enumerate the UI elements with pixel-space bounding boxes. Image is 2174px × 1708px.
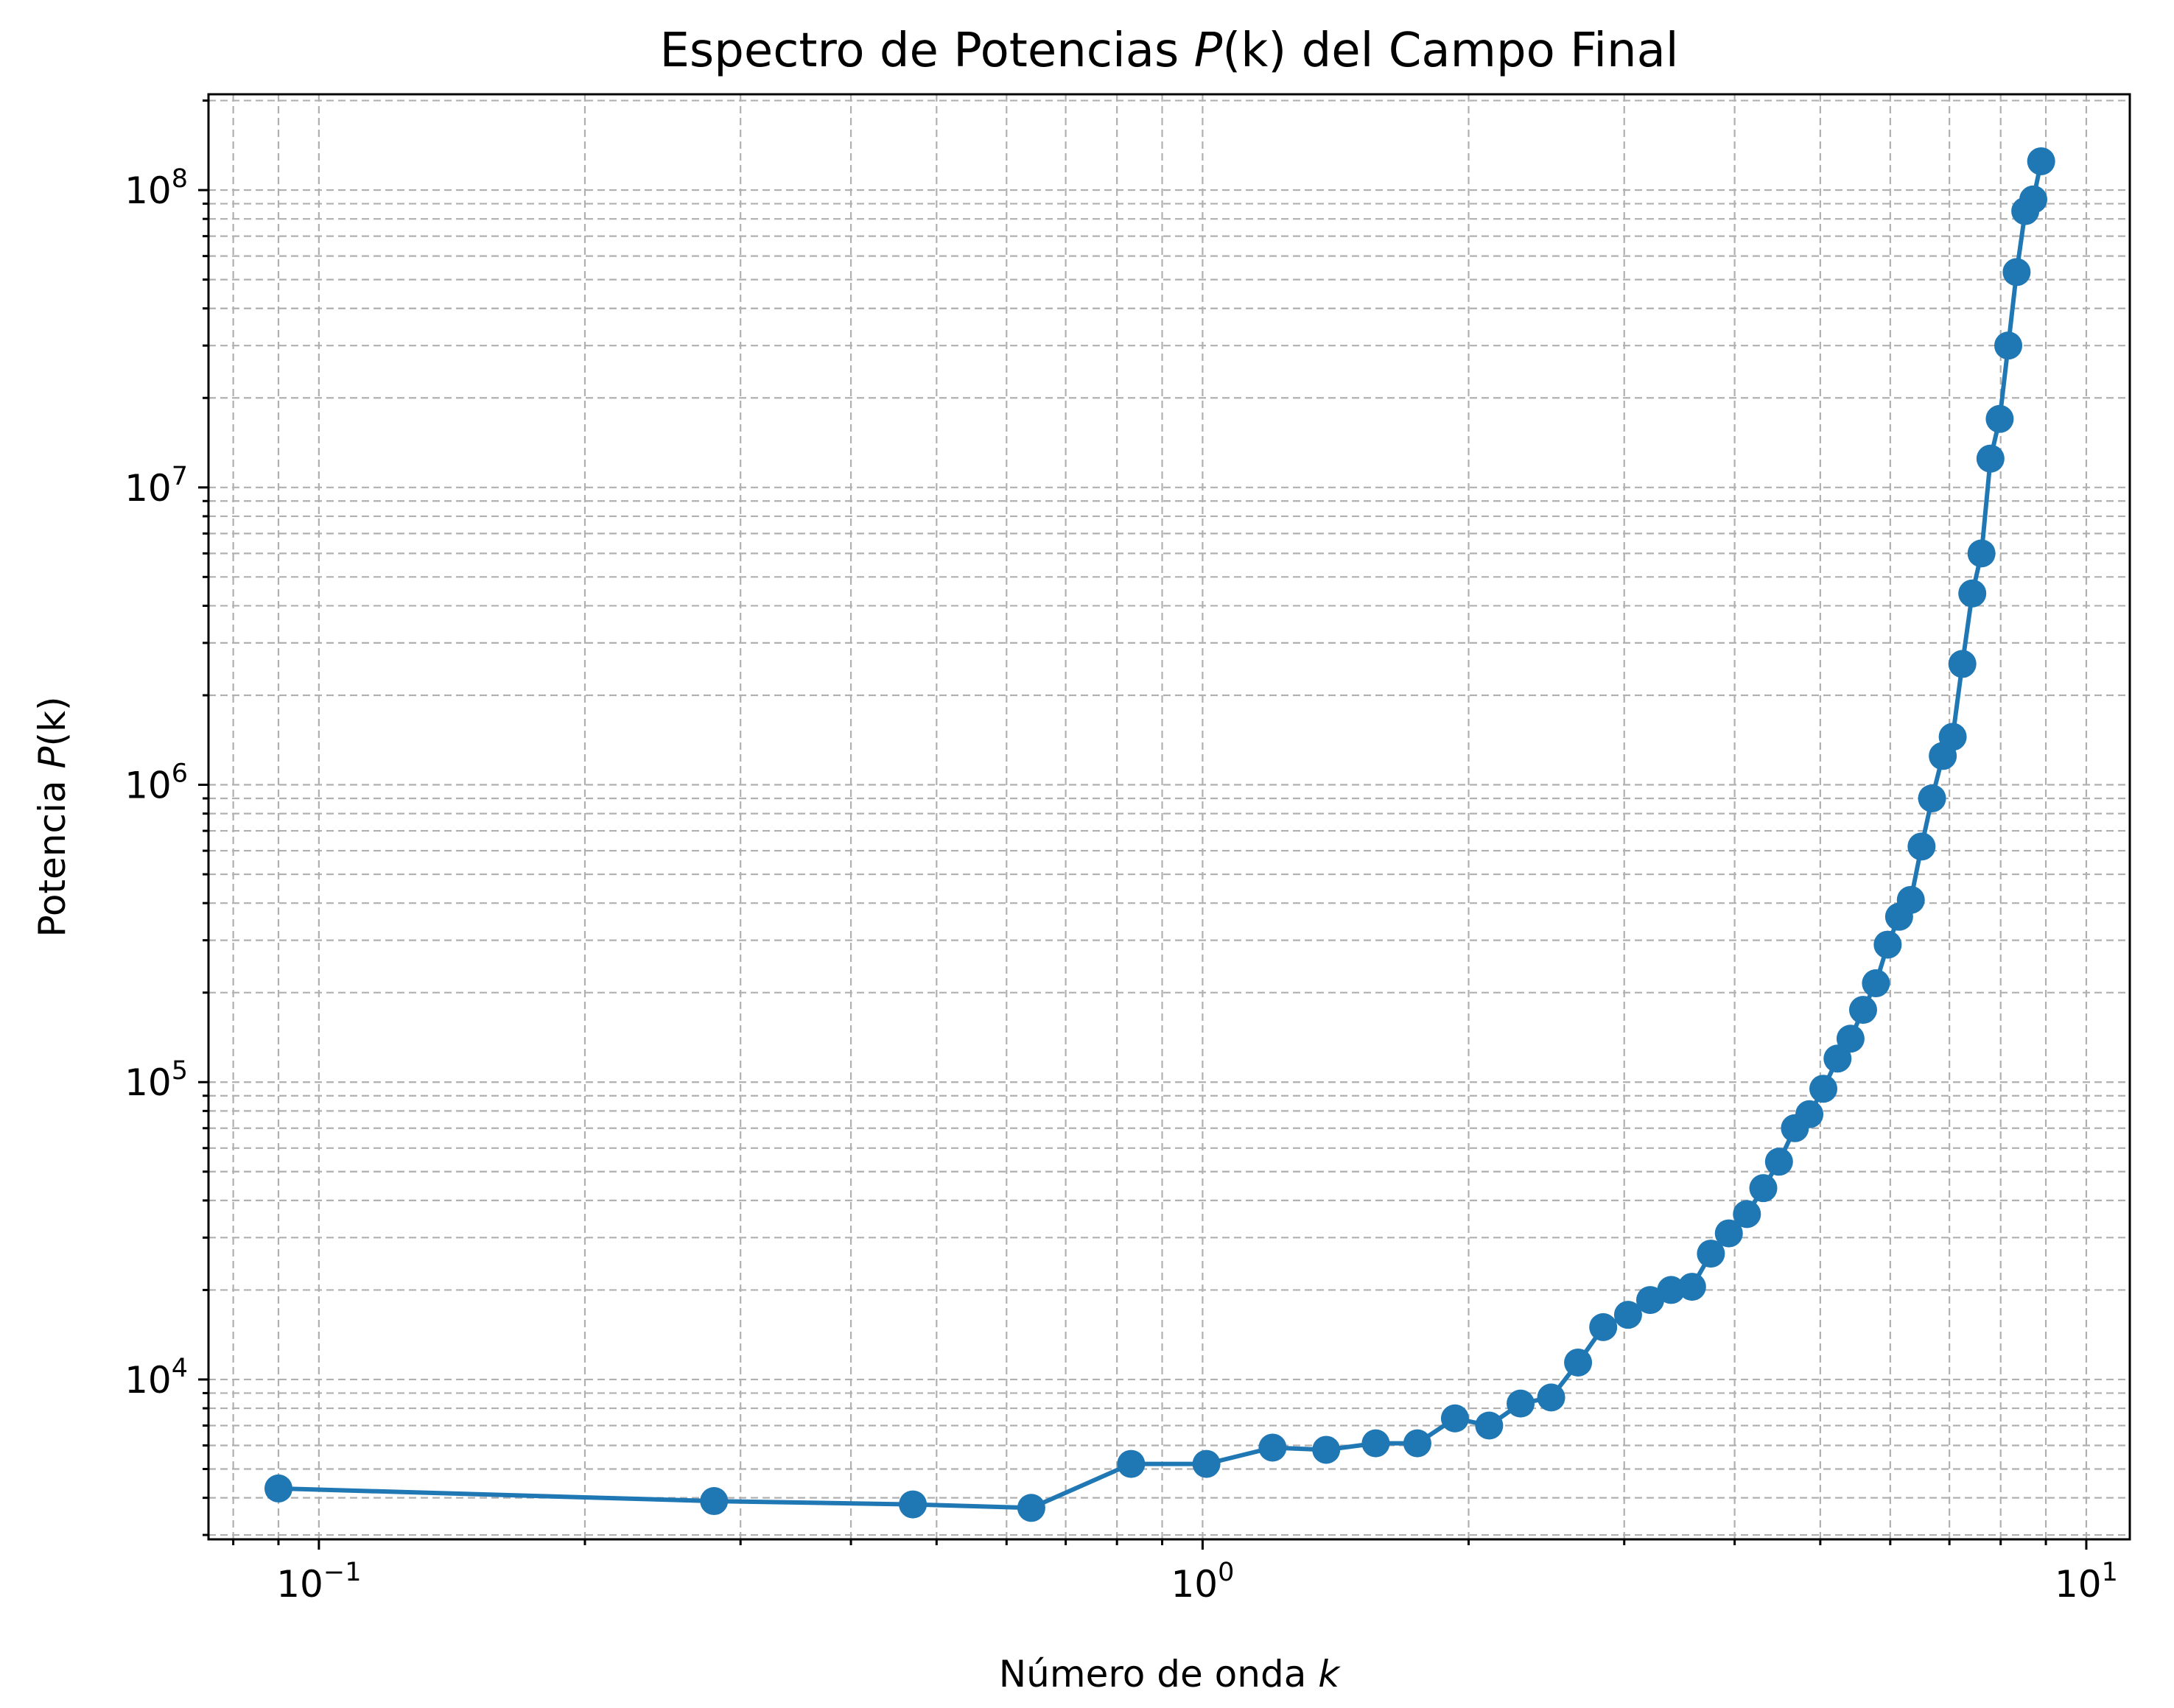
series-line (278, 161, 2044, 1511)
data-point (2027, 147, 2055, 175)
data-point (1976, 444, 2005, 473)
data-point (1635, 1286, 1664, 1315)
data-point (1795, 1100, 1824, 1128)
data-point (1873, 930, 1902, 959)
data-point (1312, 1435, 1341, 1464)
data-point (1896, 885, 1925, 914)
data-point (1985, 404, 2014, 433)
data-point (1749, 1174, 1778, 1203)
data-point (1403, 1429, 1431, 1458)
data-point (1657, 1276, 1686, 1304)
data-point (1938, 723, 1967, 751)
data-point (1258, 1433, 1287, 1462)
data-point (2019, 185, 2048, 214)
data-point (1507, 1389, 1535, 1418)
data-point (2002, 258, 2031, 287)
data-point (1697, 1240, 1725, 1268)
data-point (1862, 969, 1890, 998)
y-tick-label: 106 (125, 759, 188, 807)
data-point (700, 1487, 729, 1516)
data-point (1440, 1404, 1469, 1433)
y-axis-label: Potencia P(k) (31, 696, 74, 937)
data-point (1714, 1219, 1743, 1248)
data-point (1994, 331, 2023, 360)
y-tick-label: 107 (125, 462, 188, 510)
data-point (899, 1490, 928, 1519)
data-point (1117, 1449, 1146, 1478)
grid-lines (208, 94, 2130, 1539)
chart-title: Espectro de Potencias P(k) del Campo Fin… (659, 24, 1678, 78)
data-point (1537, 1383, 1565, 1412)
x-tick-label: 100 (1171, 1558, 1234, 1606)
plot-frame (207, 93, 2131, 1541)
data-point (1836, 1025, 1865, 1053)
data-series (264, 147, 2055, 1522)
data-point (1764, 1148, 1793, 1176)
data-point (1677, 1273, 1706, 1301)
axis-ticks: 10−1 100 101 104 105 106 107 108 (125, 99, 2118, 1606)
data-point (1192, 1449, 1221, 1478)
y-tick-label: 108 (125, 164, 188, 212)
x-axis-label: Número de onda k (999, 1653, 1341, 1695)
data-point (1475, 1411, 1504, 1440)
data-point (1733, 1200, 1761, 1229)
data-point (1907, 832, 1936, 861)
y-tick-label: 104 (125, 1354, 188, 1402)
x-tick-label: 10−1 (276, 1558, 361, 1606)
data-point (1848, 996, 1877, 1025)
data-point (1958, 579, 1987, 608)
x-tick-label: 101 (2055, 1558, 2118, 1606)
data-point (1918, 784, 1946, 812)
data-point (264, 1474, 292, 1503)
data-point (1823, 1044, 1852, 1073)
data-point (1967, 539, 1996, 568)
data-point (1564, 1348, 1593, 1377)
data-point (1948, 650, 1977, 678)
data-point (1361, 1429, 1390, 1458)
data-point (1809, 1075, 1838, 1103)
data-point (1613, 1301, 1642, 1329)
data-point (1017, 1494, 1045, 1522)
y-tick-label: 105 (125, 1056, 188, 1104)
data-point (1589, 1312, 1618, 1341)
